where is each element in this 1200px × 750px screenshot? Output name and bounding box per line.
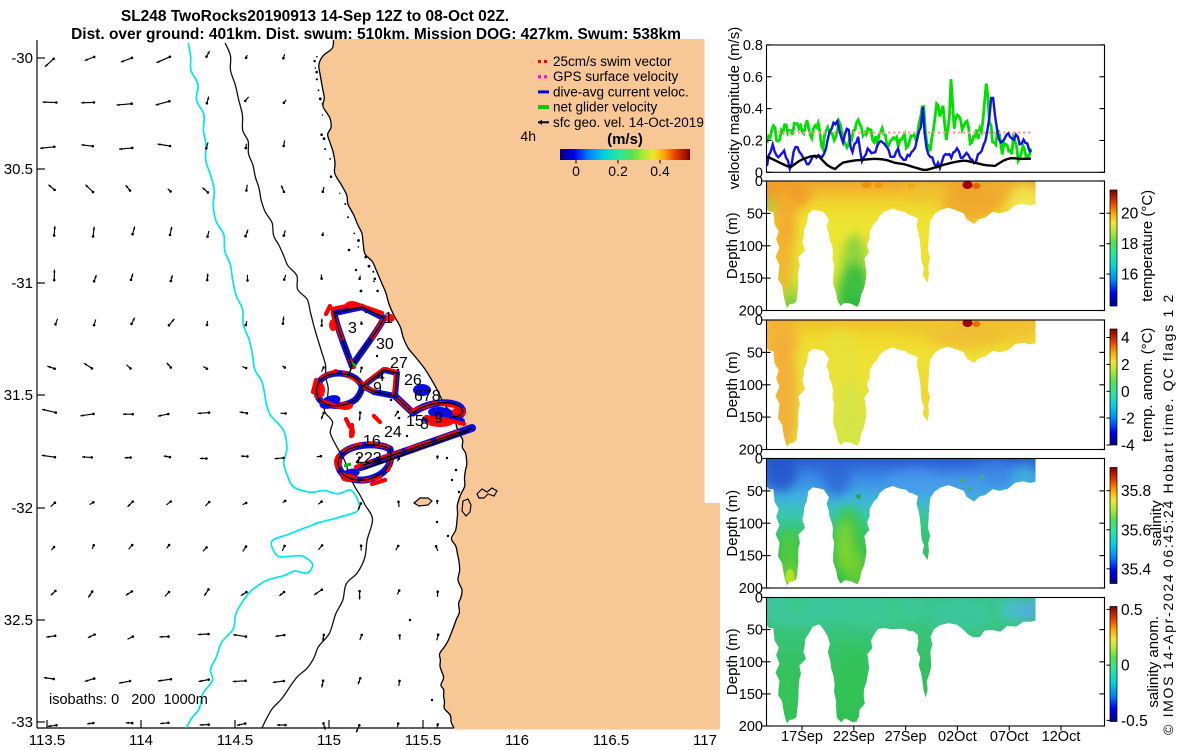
- svg-text:32.5: 32.5: [4, 612, 33, 629]
- svg-text:© IMOS 14-Apr-2024 06:45:24 Ho: © IMOS 14-Apr-2024 06:45:24 Hobart time.…: [1160, 293, 1176, 735]
- svg-text:0.5: 0.5: [1121, 602, 1143, 619]
- svg-text:114.5: 114.5: [217, 732, 253, 749]
- svg-text:0.4: 0.4: [743, 102, 763, 118]
- svg-text:50: 50: [747, 206, 763, 222]
- svg-text:Depth (m): Depth (m): [724, 351, 741, 418]
- svg-text:4h: 4h: [520, 128, 536, 144]
- svg-text:0: 0: [572, 163, 580, 179]
- svg-text:31.5: 31.5: [4, 387, 33, 404]
- svg-text:0: 0: [755, 165, 763, 181]
- svg-text:salinity: salinity: [1148, 500, 1165, 546]
- svg-text:Depth (m): Depth (m): [724, 490, 741, 557]
- svg-text:25cm/s swim vector: 25cm/s swim vector: [553, 54, 672, 69]
- svg-text:temperature (°C): temperature (°C): [1139, 190, 1156, 302]
- svg-text:0: 0: [1121, 384, 1130, 401]
- svg-text:0: 0: [755, 452, 763, 468]
- svg-text:temp. anom. (°C): temp. anom. (°C): [1139, 328, 1156, 442]
- svg-text:27: 27: [390, 355, 408, 372]
- svg-text:-4: -4: [1121, 438, 1135, 455]
- svg-text:20: 20: [1121, 206, 1139, 223]
- svg-text:3: 3: [348, 320, 357, 337]
- svg-text:27Sep: 27Sep: [885, 729, 927, 745]
- svg-text:113.5: 113.5: [29, 732, 65, 749]
- svg-text:200: 200: [739, 304, 763, 320]
- svg-text:9: 9: [373, 380, 382, 397]
- svg-text:Depth (m): Depth (m): [724, 212, 741, 279]
- svg-text:115.5: 115.5: [405, 732, 441, 749]
- svg-text:115: 115: [317, 732, 341, 749]
- svg-text:1: 1: [384, 310, 393, 327]
- svg-text:12Oct: 12Oct: [1042, 729, 1081, 745]
- svg-text:net glider velocity: net glider velocity: [553, 100, 658, 115]
- svg-text:223: 223: [355, 450, 382, 467]
- svg-text:(m/s): (m/s): [607, 131, 643, 148]
- svg-text:sfc geo. vel. 14-Oct-2019: sfc geo. vel. 14-Oct-2019: [553, 115, 704, 130]
- svg-text:17Sep: 17Sep: [781, 729, 823, 745]
- svg-text:-31: -31: [11, 275, 33, 292]
- svg-text:0: 0: [1121, 658, 1130, 675]
- svg-text:16: 16: [363, 433, 381, 450]
- svg-text:-32: -32: [11, 500, 33, 517]
- svg-text:35.6: 35.6: [1121, 522, 1151, 539]
- svg-text:velocity magnitude (m/s): velocity magnitude (m/s): [726, 27, 743, 190]
- svg-text:dive-avg current veloc.: dive-avg current veloc.: [553, 84, 689, 99]
- svg-text:22Sep: 22Sep: [833, 729, 875, 745]
- svg-text:15: 15: [406, 413, 424, 430]
- svg-text:02Oct: 02Oct: [938, 729, 977, 745]
- svg-text:0.8: 0.8: [743, 38, 763, 54]
- svg-text:30.5: 30.5: [4, 161, 33, 178]
- svg-text:200: 200: [739, 581, 763, 597]
- svg-text:salinity anom.: salinity anom.: [1145, 616, 1162, 708]
- svg-text:678: 678: [414, 388, 441, 405]
- svg-text:0: 0: [755, 174, 763, 190]
- svg-text:0.4: 0.4: [650, 163, 670, 179]
- svg-text:114: 114: [129, 732, 153, 749]
- svg-text:-33: -33: [11, 714, 33, 731]
- svg-text:26: 26: [404, 372, 422, 389]
- svg-text:30: 30: [376, 336, 394, 353]
- svg-text:Depth (m): Depth (m): [724, 628, 741, 695]
- svg-text:150: 150: [739, 549, 763, 565]
- svg-text:150: 150: [739, 271, 763, 287]
- svg-text:0: 0: [755, 591, 763, 607]
- svg-text:100: 100: [739, 516, 763, 532]
- svg-text:SL248 TwoRocks20190913 14-Sep: SL248 TwoRocks20190913 14-Sep 12Z to 08-…: [121, 8, 509, 25]
- svg-text:35.8: 35.8: [1121, 483, 1151, 500]
- svg-text:150: 150: [739, 410, 763, 426]
- svg-text:117: 117: [693, 732, 717, 749]
- svg-text:24: 24: [384, 424, 402, 441]
- svg-text:07Oct: 07Oct: [990, 729, 1029, 745]
- svg-text:GPS surface velocity: GPS surface velocity: [553, 69, 679, 84]
- svg-text:0: 0: [755, 313, 763, 329]
- svg-text:-30: -30: [11, 50, 33, 67]
- svg-text:50: 50: [747, 345, 763, 361]
- svg-text:200: 200: [739, 719, 763, 735]
- svg-text:-2: -2: [1121, 411, 1135, 428]
- svg-text:isobaths: 0 200 1000m: isobaths: 0 200 1000m: [49, 692, 208, 708]
- svg-text:150: 150: [739, 687, 763, 703]
- svg-text:100: 100: [739, 378, 763, 394]
- svg-text:50: 50: [747, 484, 763, 500]
- svg-text:116: 116: [505, 732, 529, 749]
- svg-text:8: 8: [420, 416, 429, 433]
- svg-text:35.4: 35.4: [1121, 561, 1152, 578]
- svg-text:2: 2: [1121, 357, 1130, 374]
- svg-text:9: 9: [434, 410, 443, 427]
- svg-text:16: 16: [1121, 267, 1138, 284]
- svg-text:Dist. over ground: 401km. Dist: Dist. over ground: 401km. Dist. swum: 51…: [71, 26, 681, 43]
- svg-text:0.2: 0.2: [608, 163, 628, 179]
- svg-text:116.5: 116.5: [593, 732, 629, 749]
- svg-text:4: 4: [1121, 330, 1130, 347]
- svg-text:50: 50: [747, 623, 763, 639]
- svg-text:-0.5: -0.5: [1121, 713, 1148, 730]
- svg-text:4: 4: [376, 368, 385, 385]
- svg-text:100: 100: [739, 239, 763, 255]
- svg-text:18: 18: [1121, 236, 1138, 253]
- svg-text:100: 100: [739, 655, 763, 671]
- svg-text:0.6: 0.6: [743, 70, 763, 86]
- svg-text:200: 200: [739, 443, 763, 459]
- svg-text:0.2: 0.2: [743, 133, 763, 149]
